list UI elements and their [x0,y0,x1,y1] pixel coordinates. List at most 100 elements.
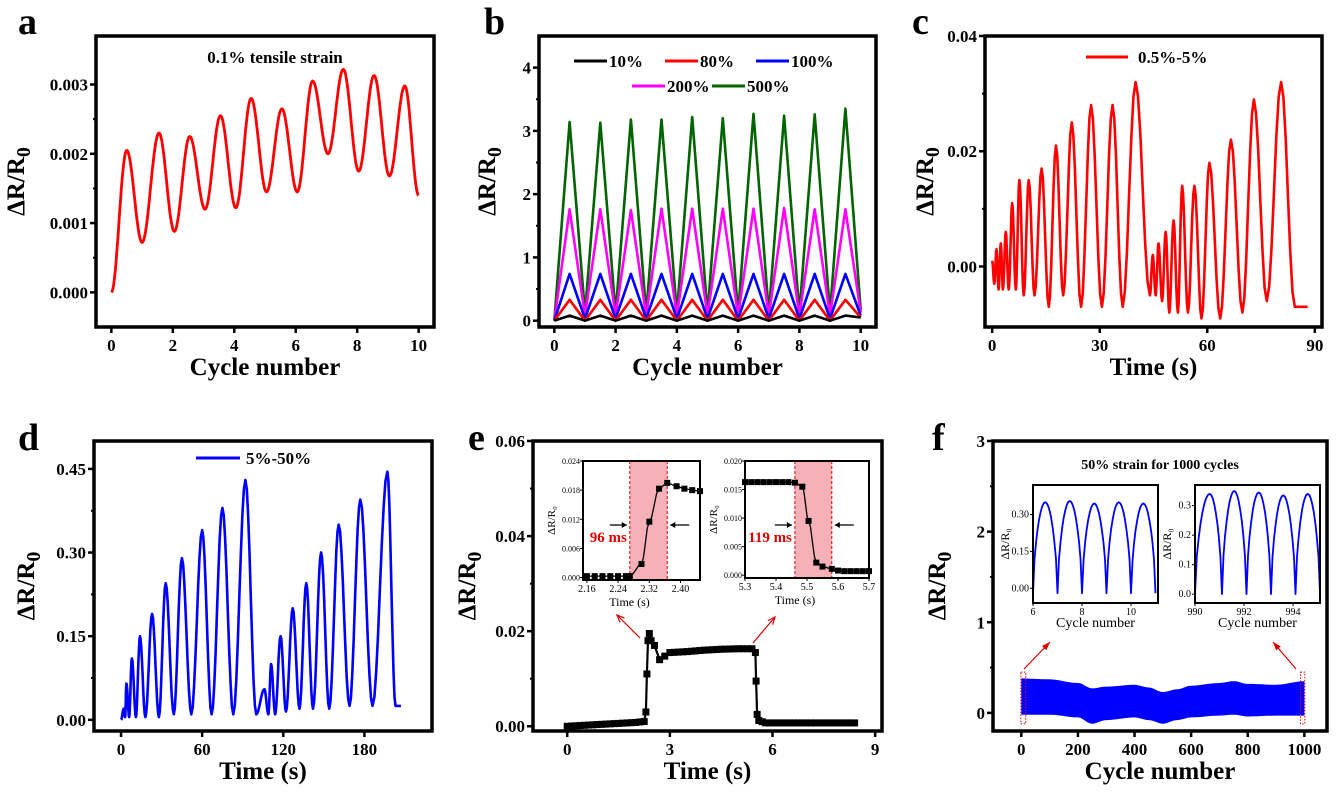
inset-y-tick-label: 0.006 [562,544,580,553]
inset-x-tick-label: 2.32 [641,584,659,595]
arrow-to-rise-inset-head [615,613,625,623]
inset-y-tick-label: 0.020 [724,457,742,466]
x-tick-label: 400 [1122,740,1148,759]
inset-curve [1032,500,1157,595]
inset-x-tick-label: 2.16 [578,584,596,595]
legend-label-500pct: 500% [747,77,790,96]
data-marker [679,648,687,656]
arrow-right-icon-head [786,522,792,528]
data-marker [774,719,782,727]
data-marker [610,720,618,728]
panel-label-a: a [18,1,37,43]
data-marker [666,649,674,657]
data-marker [606,720,614,728]
y-tick-label: 0.06 [495,432,525,451]
x-tick-label: 10 [410,336,427,355]
series-line-10pct [553,314,861,323]
inset-x-tick-label: 5.4 [770,582,783,593]
legend-label: 5%-50% [246,449,311,468]
inset-f-inset-start: 6 8 10 0.00 0.15 0.30 Cycle number ΔR/R₀ [998,484,1159,631]
inset-x-label: Time (s) [775,593,816,607]
inset-e-inset-fall: 5.3 5.4 5.5 5.6 5.7 0.000 0.005 0.010 0.015 0.020… [708,457,875,607]
inset-x-tick-label: 6 [1031,607,1036,618]
inset-marker [766,479,773,486]
data-marker [674,648,682,656]
y-tick-label: 0.000 [50,283,88,302]
inset-y-tick-label: 0.15 [1012,546,1030,557]
data-marker [753,710,761,718]
plot-frame [531,439,884,733]
inset-y-tick-label: 0.012 [562,515,580,524]
plot-frame [537,34,878,329]
data-marker [794,719,802,727]
data-marker [597,720,605,728]
panel-label-b: b [484,1,505,43]
x-tick-label: 6 [734,336,743,355]
inset-y-tick-label: 0.018 [562,486,580,495]
inset-marker [656,485,663,492]
data-marker [687,647,695,655]
legend-label-100pct: 100% [791,52,834,71]
inset-x-tick-label: 5.6 [832,582,845,593]
data-marker [847,719,855,727]
inset-marker [779,479,786,486]
inset-y-tick-label: 0.010 [724,514,742,523]
data-marker [645,630,653,638]
inset-marker [853,568,860,575]
inset-marker [841,568,848,575]
data-marker [752,677,760,685]
x-tick-label: 180 [352,740,378,759]
chart-panel-f: 0 200 400 600 800 1000 0 1 2 3 Cycle number ΔR/R0 50… [924,432,1329,785]
y-tick-label: 1 [523,248,532,267]
annotation-text: 0.1% tensile strain [207,48,343,67]
data-marker [615,719,623,727]
y-tick-label: 0.30 [56,544,86,563]
y-tick-label: 0.02 [947,142,977,161]
chart-panel-e: 0 3 6 9 0.00 0.02 0.04 0.06 Time (s) ΔR/R0 2.16 2.2… [454,432,884,785]
data-marker [721,645,729,653]
data-marker [636,718,644,726]
x-tick-label: 2 [611,336,620,355]
data-marker [563,722,571,730]
data-marker [766,719,774,727]
legend-label-200pct: 200% [667,77,710,96]
inset-x-tick-label: 992 [1237,607,1252,618]
y-axis-label: ΔR/R0 [3,147,35,216]
chart-panel-d: 0 60 120 180 0.00 0.15 0.30 0.45 Time (s) ΔR/R0 5%… [13,439,434,785]
x-axis-label: Cycle number [1085,758,1236,785]
plot-frame [991,439,1329,733]
inset-marker [599,573,606,580]
inset-curve [1194,489,1321,595]
data-marker [786,719,794,727]
inset-marker [805,517,812,524]
legend-label-10pct: 10% [609,52,643,71]
inset-marker [615,573,622,580]
inset-marker [681,485,688,492]
inset-marker [760,479,767,486]
plot-frame [92,439,434,733]
x-axis-label: Cycle number [190,354,341,381]
data-marker [683,648,691,656]
data-marker [762,719,770,727]
plot-frame [94,34,436,329]
data-marker [831,719,839,727]
y-tick-label: 3 [977,432,986,451]
x-tick-label: 600 [1178,740,1204,759]
inset-y-tick-label: 0.2 [1179,530,1192,541]
inset-marker [785,479,792,486]
data-marker [623,719,631,727]
inset-marker [859,568,866,575]
inset-marker [791,479,798,486]
y-axis-label: ΔR/R0 [924,552,956,621]
data-marker [585,721,593,729]
data-marker [748,645,756,653]
inset-e-inset-rise: 2.16 2.24 2.32 2.40 0.000 0.006 0.012 0.018 0.02… [546,457,703,609]
data-marker [778,719,786,727]
data-marker [770,719,778,727]
data-marker [713,645,721,653]
legend-label-80pct: 80% [700,52,734,71]
data-marker [650,641,658,649]
arrow-left-icon-head [834,522,840,528]
